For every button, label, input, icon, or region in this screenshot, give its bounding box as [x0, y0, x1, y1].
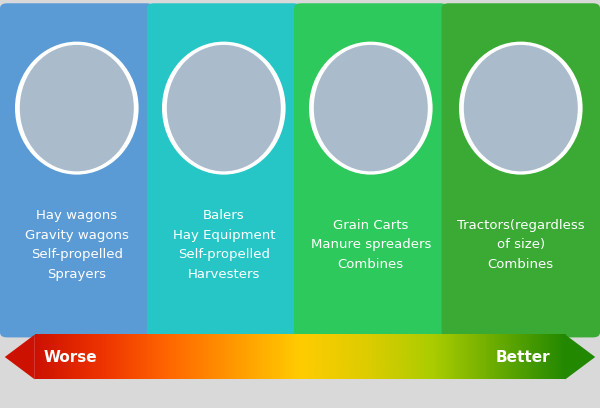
Text: Better: Better: [496, 350, 551, 364]
Ellipse shape: [314, 45, 428, 171]
FancyBboxPatch shape: [442, 3, 600, 337]
Polygon shape: [5, 335, 35, 379]
Ellipse shape: [464, 45, 578, 171]
Text: Balers
Hay Equipment
Self-propelled
Harvesters: Balers Hay Equipment Self-propelled Harv…: [173, 209, 275, 281]
Ellipse shape: [459, 42, 583, 175]
Ellipse shape: [167, 45, 281, 171]
Text: Tractors(regardless
of size)
Combines: Tractors(regardless of size) Combines: [457, 219, 584, 271]
Ellipse shape: [309, 42, 433, 175]
FancyBboxPatch shape: [294, 3, 448, 337]
Text: Grain Carts
Manure spreaders
Combines: Grain Carts Manure spreaders Combines: [311, 219, 431, 271]
Ellipse shape: [20, 45, 134, 171]
Text: Hay wagons
Gravity wagons
Self-propelled
Sprayers: Hay wagons Gravity wagons Self-propelled…: [25, 209, 129, 281]
FancyBboxPatch shape: [147, 3, 301, 337]
Ellipse shape: [15, 42, 139, 175]
FancyBboxPatch shape: [0, 3, 154, 337]
Ellipse shape: [162, 42, 286, 175]
Polygon shape: [565, 335, 595, 379]
Text: Worse: Worse: [44, 350, 98, 364]
